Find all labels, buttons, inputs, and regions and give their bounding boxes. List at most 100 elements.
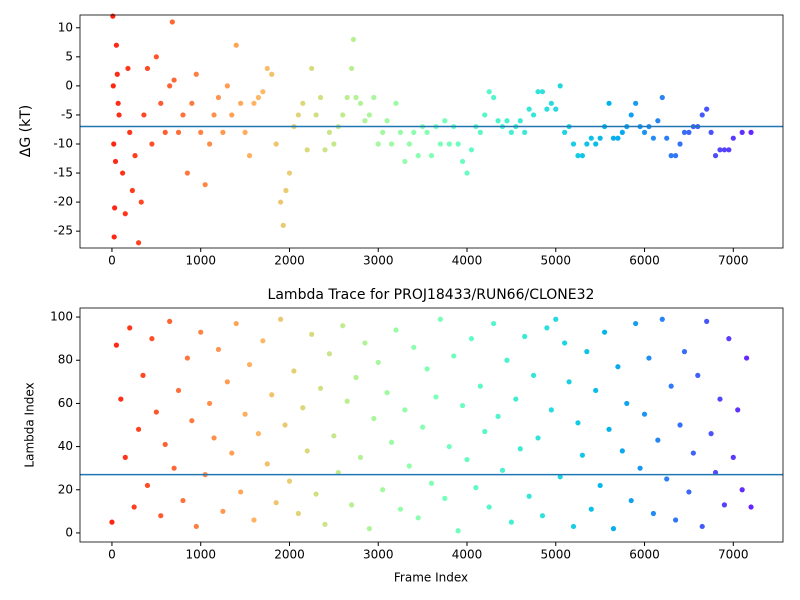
point (659, 316, 665, 322)
point (730, 135, 736, 141)
point (118, 396, 124, 402)
point (224, 379, 230, 385)
point (162, 129, 168, 135)
point (464, 456, 470, 463)
point (112, 158, 119, 165)
point (615, 135, 621, 141)
point (575, 420, 581, 426)
point (127, 129, 133, 135)
x-tick-label: 7000 (718, 548, 749, 562)
point (295, 112, 301, 118)
point (326, 129, 333, 135)
point (482, 428, 488, 435)
point (477, 129, 483, 135)
point (477, 383, 483, 389)
point (704, 318, 710, 324)
point (424, 129, 430, 135)
point (113, 342, 119, 348)
point (131, 504, 137, 510)
point (686, 129, 692, 135)
point (619, 448, 625, 454)
point (508, 129, 514, 135)
point (206, 141, 213, 147)
point (109, 519, 115, 525)
point (491, 320, 497, 327)
point (220, 129, 226, 135)
x-tick-label: 6000 (629, 254, 660, 268)
point (286, 170, 293, 176)
point (215, 346, 222, 353)
point (141, 112, 147, 118)
point (748, 504, 754, 510)
point (575, 153, 581, 159)
y-tick-label: -5 (61, 107, 73, 121)
point (388, 141, 395, 147)
point (366, 112, 372, 118)
point (424, 366, 430, 372)
x-tick-label: 5000 (540, 548, 571, 562)
point (362, 340, 368, 346)
y-tick-label: 0 (65, 525, 73, 539)
point (633, 100, 639, 106)
point (482, 112, 488, 118)
point (340, 112, 346, 118)
y-tick-label: 80 (58, 353, 73, 367)
point (628, 112, 634, 118)
point (238, 489, 244, 495)
point (597, 135, 603, 141)
point (110, 13, 116, 19)
x-tick-label: 4000 (452, 254, 483, 268)
point (562, 340, 568, 346)
point (193, 523, 199, 530)
point (309, 65, 315, 72)
point (132, 153, 138, 159)
point (539, 513, 546, 519)
point (526, 493, 532, 499)
point (499, 467, 506, 473)
point (112, 205, 118, 211)
point (286, 478, 293, 484)
x-tick-label: 3000 (363, 254, 394, 268)
point (664, 476, 670, 482)
point (655, 118, 661, 124)
point (198, 129, 204, 135)
y-axis-label: ΔG (kT) (18, 105, 34, 157)
point (677, 422, 683, 428)
point (473, 485, 479, 491)
point (340, 323, 346, 329)
point (721, 502, 728, 508)
x-tick-label: 1000 (185, 254, 216, 268)
point (322, 521, 328, 527)
point (544, 325, 550, 331)
point (371, 415, 377, 422)
point (251, 100, 257, 106)
point (486, 89, 492, 95)
y-tick-label: -25 (53, 224, 73, 238)
point (278, 199, 284, 205)
point (601, 329, 608, 335)
y-tick-label: 60 (58, 396, 73, 410)
x-tick-label: 3000 (363, 548, 394, 562)
point (437, 141, 443, 147)
point (690, 450, 696, 456)
point (269, 392, 275, 398)
point (411, 344, 417, 350)
point (393, 100, 399, 106)
point (406, 463, 412, 469)
point (420, 424, 426, 430)
x-tick-label: 2000 (274, 254, 305, 268)
point (655, 437, 661, 443)
point (111, 141, 117, 147)
point (517, 118, 523, 124)
point (224, 83, 230, 89)
point (202, 182, 208, 188)
point (464, 170, 470, 176)
point (619, 129, 625, 135)
point (402, 407, 408, 413)
point (593, 387, 599, 394)
point (357, 100, 364, 106)
point (668, 383, 674, 389)
point (135, 240, 142, 246)
point (597, 482, 603, 489)
point (114, 71, 120, 77)
